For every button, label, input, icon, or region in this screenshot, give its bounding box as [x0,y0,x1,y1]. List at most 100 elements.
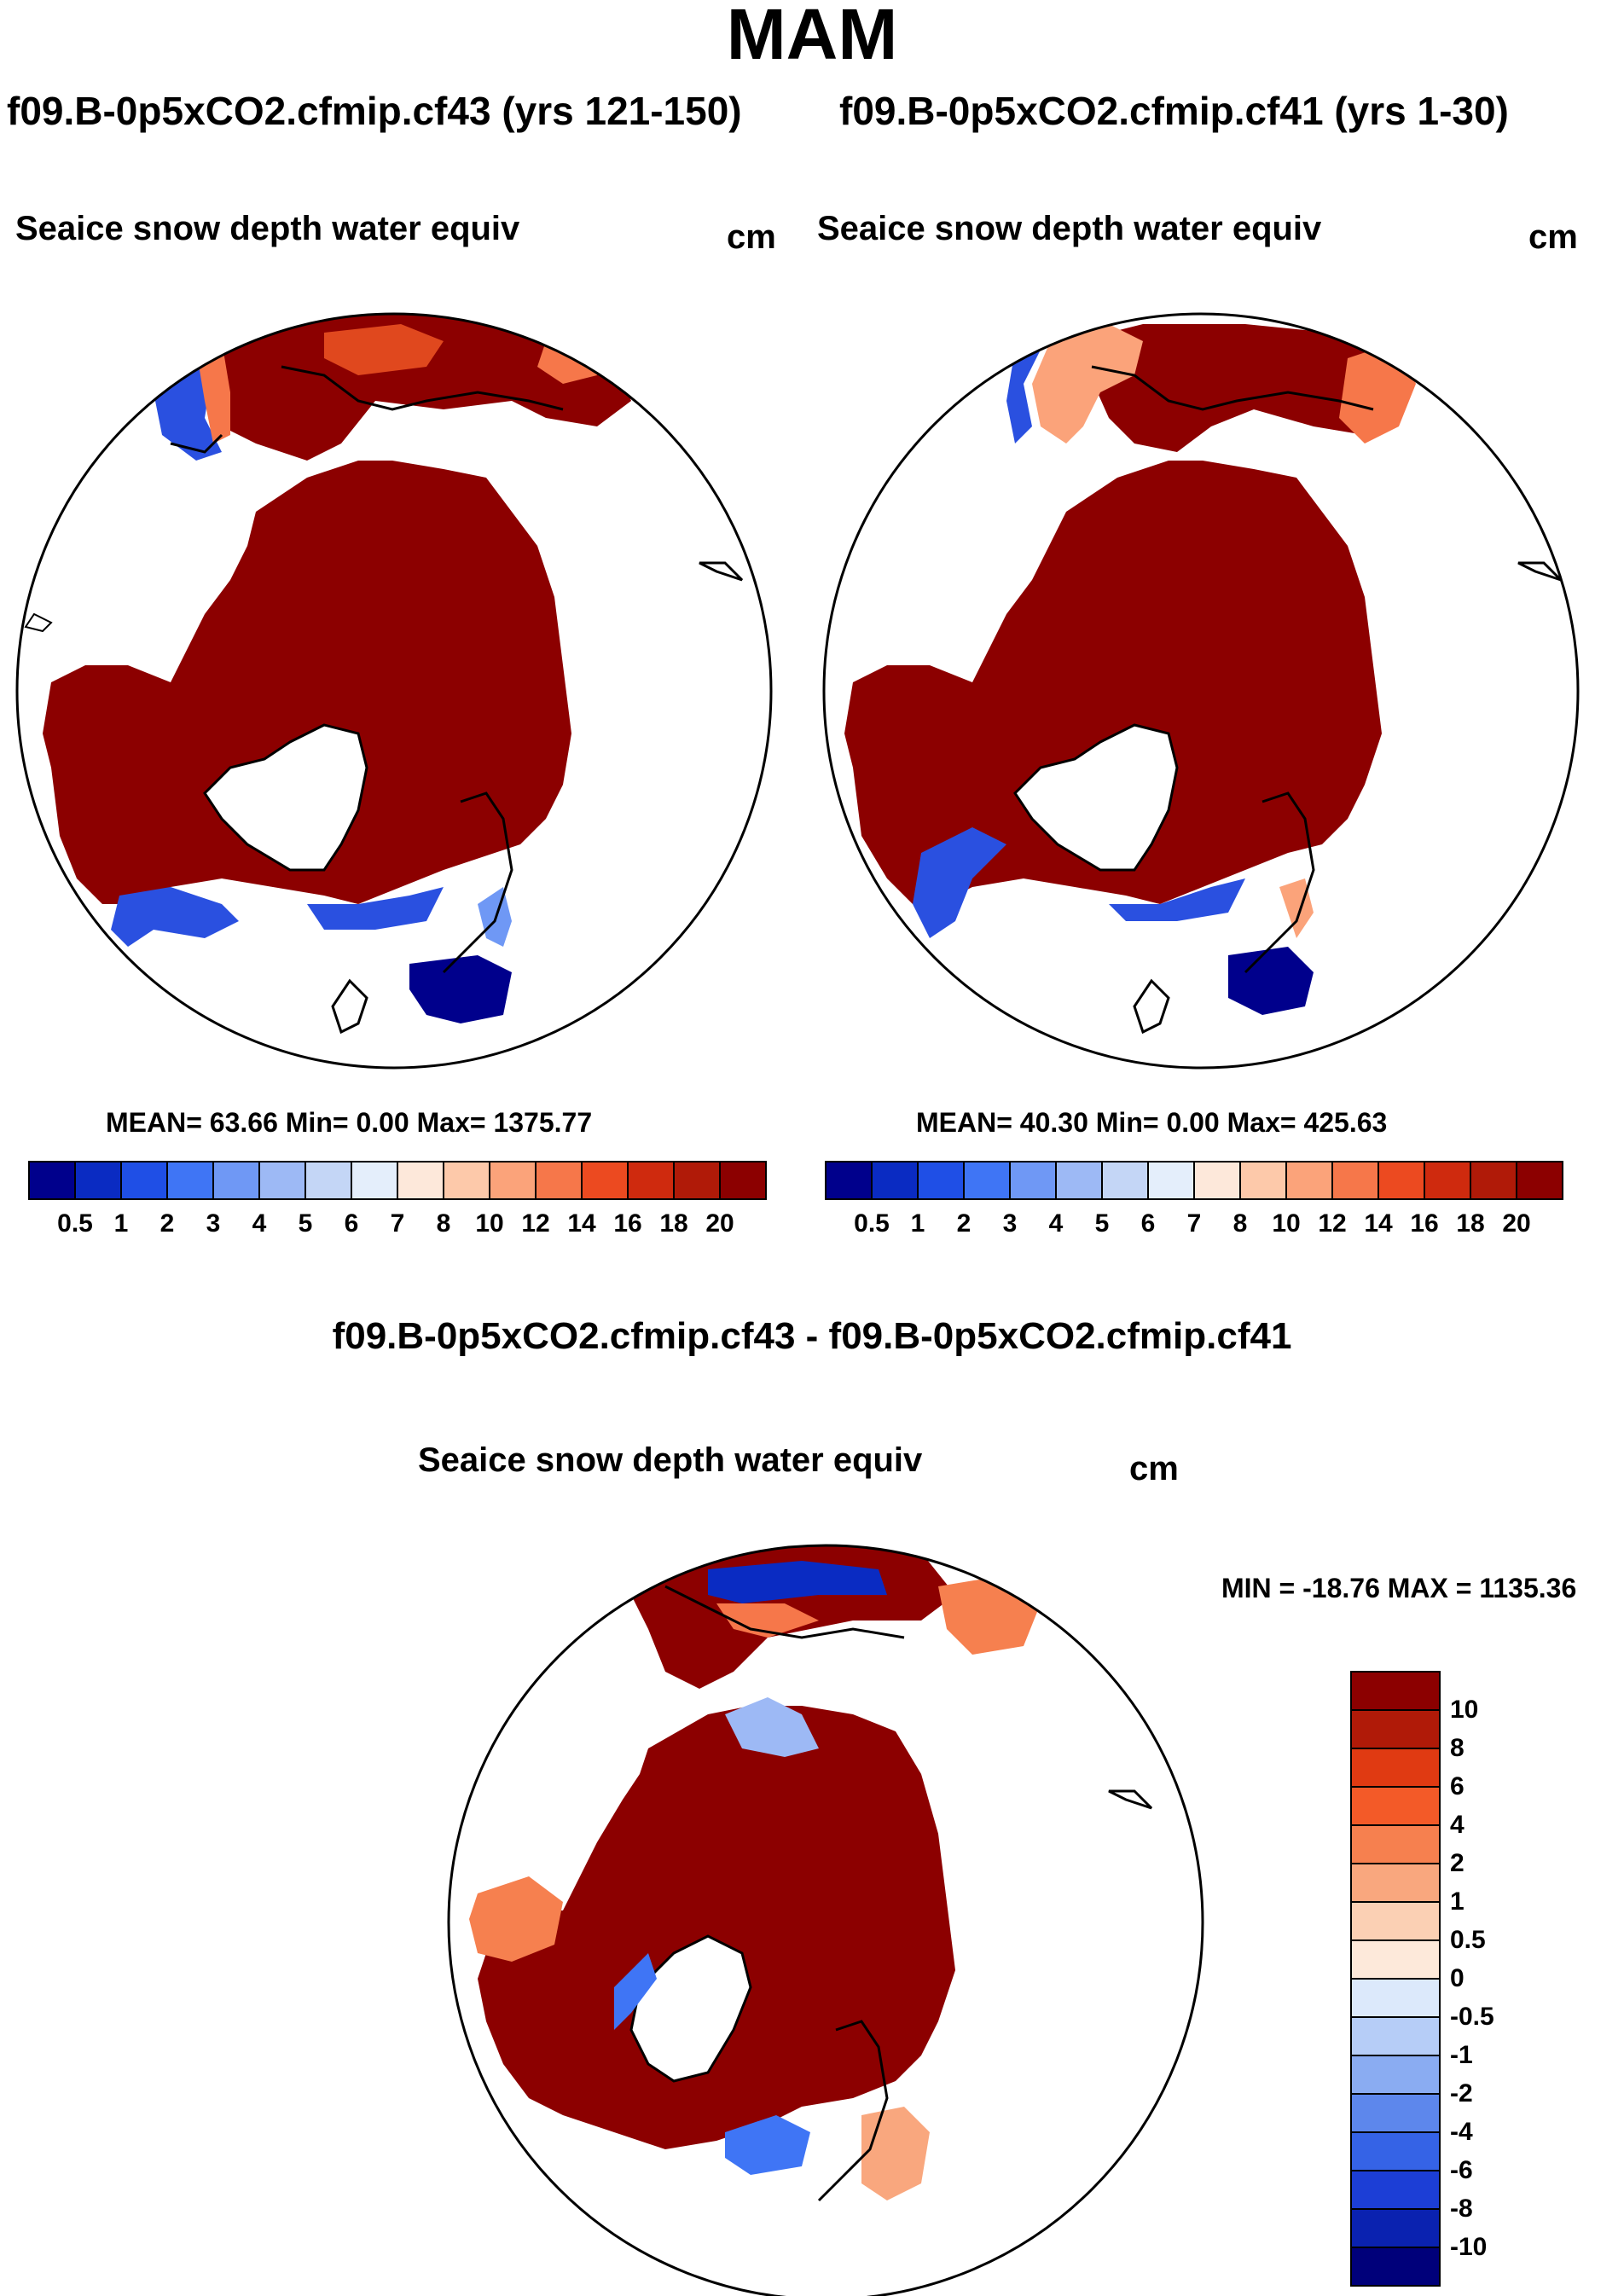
colorbar-segment [1516,1161,1563,1200]
colorbar-segment [825,1161,873,1200]
colorbar-segment [1350,1901,1441,1941]
colorbar-tick-label: 10 [1272,1209,1301,1238]
colorbar-tick-label: 2 [956,1209,972,1238]
colorbar-tick-label: 14 [1364,1209,1393,1238]
case-b-title: f09.B-0p5xCO2.cfmip.cf41 (yrs 1-30) [839,89,1509,133]
colorbar-segment [1350,2208,1441,2248]
colorbar-segment [1424,1161,1471,1200]
colorbar-tick-label: 5 [298,1209,313,1238]
right-variable-label: Seaice snow depth water equiv [817,210,1322,247]
colorbar-tick-label: 14 [567,1209,596,1238]
colorbar-segment [1350,1671,1441,1711]
right-stats: MEAN= 40.30 Min= 0.00 Max= 425.63 [916,1107,1388,1138]
colorbar-segment [28,1161,76,1200]
colorbar-tick-label: 1 [1450,1887,1464,1916]
colorbar-segment [1147,1161,1195,1200]
right-arctic-snow [844,461,1382,904]
colorbar-segment [1350,1939,1441,1980]
colorbar-tick-label: 18 [1456,1209,1485,1238]
colorbar-segment [1101,1161,1149,1200]
colorbar-tick-label: 12 [1318,1209,1347,1238]
colorbar-segment [304,1161,352,1200]
figure-title: MAM [726,0,898,74]
colorbar-tick-label: 3 [206,1209,221,1238]
colorbar-tick-label: 2 [160,1209,175,1238]
colorbar-segment [1350,1863,1441,1903]
colorbar-segment [1350,2170,1441,2210]
colorbar-tick-label: 20 [705,1209,734,1238]
colorbar-tick-label: 4 [1450,1811,1464,1839]
colorbar-segment [627,1161,675,1200]
diff-arctic [478,1706,955,2149]
colorbar-tick-label: 6 [344,1209,359,1238]
colorbar-segment [489,1161,536,1200]
colorbar-segment [1350,1748,1441,1788]
colorbar-segment [1350,1709,1441,1749]
diff-units-label: cm [1129,1450,1179,1487]
colorbar-segment [1193,1161,1241,1200]
colorbar-tick-label: 0.5 [57,1209,93,1238]
colorbar-tick-label: -10 [1450,2233,1488,2261]
colorbar-tick-label: 18 [659,1209,688,1238]
colorbar-tick-label: 20 [1502,1209,1531,1238]
colorbar-tick-label: 10 [475,1209,504,1238]
left-map [15,312,773,1070]
colorbar-segment [443,1161,490,1200]
colorbar-segment [1350,2247,1441,2287]
colorbar-segment [1350,2016,1441,2056]
colorbar-tick-label: 4 [252,1209,267,1238]
colorbar-segment [74,1161,122,1200]
left-units-label: cm [727,218,776,256]
colorbar-segment [1331,1161,1379,1200]
colorbar-tick-label: 0 [1450,1964,1464,1992]
colorbar-tick-label: 7 [390,1209,405,1238]
left-stats: MEAN= 63.66 Min= 0.00 Max= 1375.77 [106,1107,593,1138]
diff-title: f09.B-0p5xCO2.cfmip.cf43 - f09.B-0p5xCO2… [332,1315,1292,1357]
colorbar-segment [1350,1978,1441,2018]
colorbar-tick-label: 8 [1232,1209,1248,1238]
colorbar-segment [1470,1161,1517,1200]
colorbar-tick-label: 3 [1002,1209,1018,1238]
colorbar-tick-label: 0.5 [1450,1926,1486,1954]
colorbar-tick-label: -2 [1450,2079,1473,2108]
colorbar-segment [258,1161,306,1200]
colorbar-segment [212,1161,260,1200]
left-variable-label: Seaice snow depth water equiv [15,210,520,247]
colorbar-segment [1350,1786,1441,1826]
colorbar-segment [1378,1161,1425,1200]
colorbar-segment [1350,2055,1441,2095]
colorbar-segment [963,1161,1011,1200]
colorbar-segment [871,1161,919,1200]
colorbar-tick-label: 5 [1094,1209,1110,1238]
diff-stats: MIN = -18.76 MAX = 1135.36 [1221,1573,1577,1603]
right-map [822,312,1580,1070]
left-arctic-snow [43,461,571,904]
colorbar-segment [673,1161,721,1200]
colorbar-segment [166,1161,214,1200]
colorbar-segment [1350,2131,1441,2171]
colorbar-tick-label: -1 [1450,2041,1473,2069]
left-colorbar [28,1161,767,1200]
diff-map [447,1544,1204,2296]
colorbar-segment [917,1161,965,1200]
colorbar-tick-label: 8 [436,1209,451,1238]
diff-variable-label: Seaice snow depth water equiv [418,1441,923,1479]
colorbar-segment [1239,1161,1287,1200]
right-eurasia-snow [1075,324,1399,452]
colorbar-tick-label: -4 [1450,2118,1473,2146]
colorbar-segment [351,1161,398,1200]
colorbar-segment [535,1161,583,1200]
colorbar-segment [1055,1161,1103,1200]
colorbar-segment [1009,1161,1057,1200]
left-eurasia-snow [196,314,631,461]
colorbar-tick-label: -8 [1450,2195,1473,2223]
colorbar-tick-label: 4 [1048,1209,1064,1238]
colorbar-segment [719,1161,767,1200]
colorbar-tick-label: -6 [1450,2156,1473,2184]
colorbar-segment [1285,1161,1333,1200]
colorbar-tick-label: 0.5 [854,1209,890,1238]
colorbar-segment [581,1161,629,1200]
colorbar-tick-label: 10 [1450,1696,1479,1724]
diff-colorbar [1350,1671,1441,2287]
